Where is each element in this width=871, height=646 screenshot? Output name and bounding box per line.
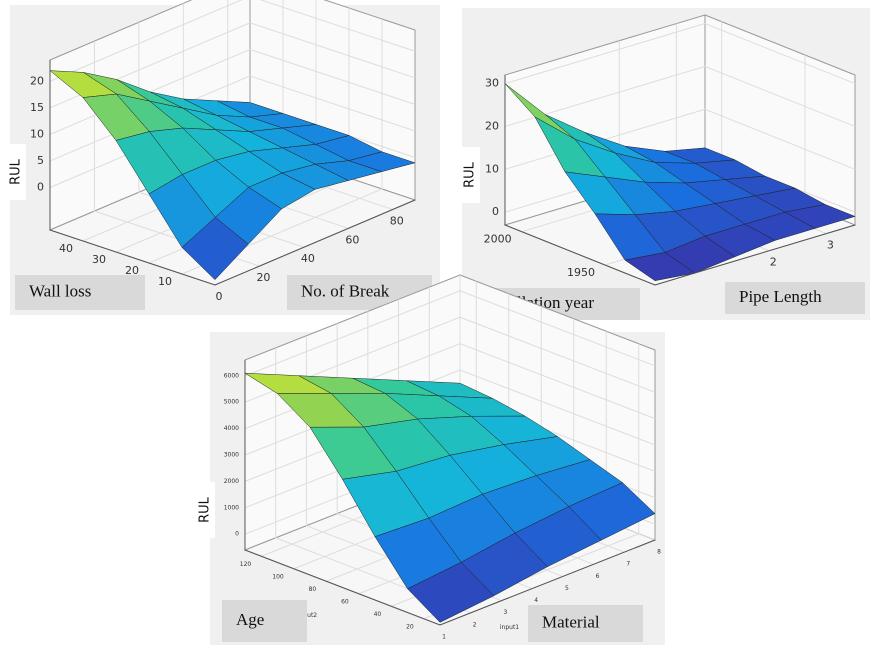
- grid-line: [181, 19, 383, 275]
- y-tick-label: 6: [596, 573, 600, 580]
- label-background: [195, 482, 215, 538]
- z-axis-label: RUL: [198, 496, 213, 523]
- z-tick-label: 30: [485, 77, 499, 90]
- x-tick-label: 80: [309, 586, 317, 593]
- x-tick-label: 10: [158, 275, 172, 288]
- axis-line: [504, 75, 856, 286]
- x-tick-label: 40: [59, 242, 73, 255]
- surface-chart: 0 5 10 15 20 10 20 30 40 0 20 40 60 80 RUL Wall loss No.…: [6, 0, 440, 315]
- z-tick-label: 5: [37, 154, 44, 167]
- x-tick-label: 30: [92, 253, 106, 266]
- z-axis-label: RUL: [9, 158, 24, 185]
- surface-cell: [407, 561, 495, 623]
- z-tick-label: 3000: [224, 452, 239, 459]
- z-tick-label: 0: [37, 181, 44, 194]
- axis-label-box: [222, 600, 307, 642]
- z-tick-label: 15: [30, 101, 44, 114]
- z-tick-label: 20: [30, 74, 44, 87]
- grid-line: [275, 347, 471, 614]
- x-tick-label: 2000: [484, 233, 512, 246]
- surface-cell: [181, 217, 249, 281]
- z-tick-label: 10: [30, 127, 44, 140]
- y-tick-label: 80: [390, 214, 404, 227]
- surface-cell: [624, 252, 696, 281]
- y-tick-label: 5: [565, 585, 569, 592]
- y-tick-label: 20: [256, 271, 270, 284]
- z-tick-label: 4000: [224, 425, 239, 432]
- axis-label-box: [528, 605, 643, 642]
- label-background: [6, 144, 26, 200]
- axis-label: No. of Break: [301, 281, 390, 300]
- y-axis-title: input1: [500, 624, 519, 631]
- x-tick-label: 20: [125, 264, 139, 277]
- axis-label: Pipe Length: [739, 287, 822, 306]
- y-tick-label: 40: [301, 252, 315, 265]
- y-tick-label: 3: [504, 609, 508, 616]
- axis-label-box: [725, 282, 865, 314]
- y-tick-label: 0: [216, 290, 223, 303]
- y-tick-label: 2: [473, 621, 477, 628]
- z-axis-label: RUL: [463, 161, 478, 188]
- y-tick-label: 2: [770, 256, 777, 269]
- x-tick-label: 100: [272, 573, 284, 580]
- z-tick-label: 0: [235, 531, 239, 538]
- surface-chart: 0100020003000400050006000204060801001201…: [195, 274, 665, 645]
- y-tick-label: 8: [657, 549, 661, 556]
- z-tick-label: 1000: [224, 504, 239, 511]
- z-tick-label: 0: [492, 205, 499, 218]
- axis-line: [49, 60, 416, 286]
- z-tick-label: 5000: [224, 399, 239, 406]
- x-tick-label: 20: [406, 623, 414, 630]
- axis-label: Age: [236, 610, 264, 629]
- axis-label-box: [15, 275, 145, 310]
- z-tick-label: 2000: [224, 478, 239, 485]
- z-tick-label: 10: [485, 162, 499, 175]
- x-tick-label: 1950: [567, 266, 595, 279]
- axis-line: [244, 360, 656, 626]
- z-tick-label: 20: [485, 119, 499, 132]
- x-tick-label: 60: [341, 598, 349, 605]
- x-tick-label: 40: [374, 611, 382, 618]
- z-tick-label: 6000: [224, 372, 239, 379]
- x-axis-title: input2: [298, 612, 317, 619]
- y-tick-label: 4: [534, 597, 538, 604]
- axis-label: Material: [542, 612, 600, 631]
- y-tick-label: 7: [626, 561, 630, 568]
- y-tick-label: 60: [345, 233, 359, 246]
- y-tick-label: 3: [827, 239, 834, 252]
- label-background: [460, 147, 480, 203]
- axis-label: Wall loss: [29, 281, 91, 300]
- grid-line: [49, 0, 416, 82]
- y-tick-label: 1: [442, 634, 446, 641]
- x-tick-label: 120: [240, 561, 252, 568]
